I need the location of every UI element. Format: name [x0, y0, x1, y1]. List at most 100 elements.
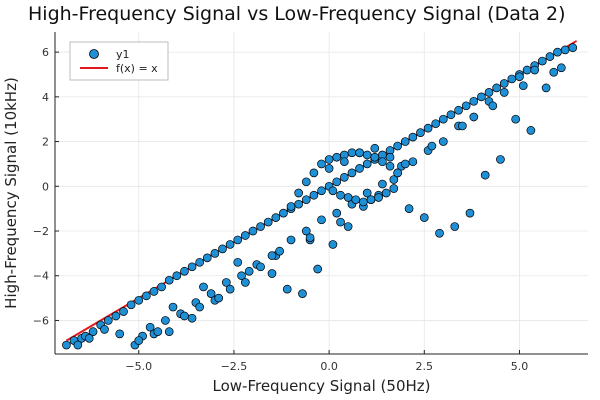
scatter-point: [142, 291, 151, 301]
scatter-point: [218, 244, 227, 254]
scatter-point: [195, 257, 205, 267]
scatter-point: [362, 159, 372, 169]
scatter-point: [336, 190, 345, 200]
scatter-point: [458, 121, 467, 131]
scatter-point: [518, 81, 528, 91]
y-tick-label: −4: [33, 270, 49, 283]
scatter-point: [362, 188, 372, 198]
axes: [54, 32, 588, 355]
scatter-point: [237, 271, 246, 281]
scatter-point: [180, 266, 189, 276]
scatter-point: [199, 282, 208, 292]
legend-box: [69, 41, 169, 81]
scatter-point: [134, 295, 144, 305]
scatter-point: [309, 168, 319, 178]
scatter-point: [84, 333, 94, 343]
scatter-point: [324, 164, 334, 173]
scatter-point: [438, 137, 448, 146]
scatter-point: [515, 72, 524, 82]
scatter-point: [153, 327, 163, 336]
scatter-point: [103, 316, 113, 325]
scatter-point: [294, 188, 304, 198]
scatter-point: [400, 159, 410, 169]
x-tick-label: 5.0: [511, 360, 529, 373]
scatter-point: [378, 157, 387, 167]
scatter-point: [134, 336, 144, 345]
scatter-point: [374, 193, 383, 202]
scatter-point: [115, 329, 125, 339]
scatter-point: [355, 164, 364, 173]
scatter-point: [313, 264, 323, 274]
legend: y1 f(x) = x: [69, 41, 169, 81]
scatter-point: [381, 188, 391, 198]
scatter-point: [149, 287, 159, 296]
scatter-point: [267, 269, 277, 278]
scatter-point: [332, 152, 342, 162]
scatter-point: [305, 233, 315, 243]
scatter-point: [416, 128, 425, 137]
scatter-point: [408, 157, 418, 167]
scatter-point: [88, 327, 98, 336]
scatter-point: [187, 313, 197, 323]
scatter-point: [157, 282, 166, 292]
scatter-point: [469, 112, 479, 122]
scatter-point: [206, 289, 216, 298]
scatter-point: [477, 92, 486, 102]
scatter-point: [282, 284, 292, 294]
scatter-point: [393, 168, 402, 178]
scatter-point: [301, 177, 311, 187]
scatter-point: [454, 105, 463, 115]
scatter-point: [389, 175, 399, 184]
scatter-point: [332, 208, 342, 218]
scatter-point: [427, 141, 437, 151]
scatter-point: [161, 316, 170, 325]
y-tick-label: 2: [42, 136, 49, 149]
x-tick-label: −5.0: [125, 360, 152, 373]
scatter-point: [195, 302, 205, 312]
scatter-point: [244, 266, 254, 276]
scatter-point: [389, 184, 399, 193]
y-axis-title: High-Frequency Signal (10kHz): [2, 77, 20, 309]
scatter-point: [233, 235, 243, 245]
scatter-point: [370, 143, 380, 153]
scatter-point: [541, 83, 551, 93]
scatter-point: [328, 186, 338, 196]
scatter-point: [404, 204, 414, 214]
scatter-point: [496, 155, 505, 164]
scatter-point: [241, 231, 250, 240]
scatter-point: [556, 63, 566, 73]
scatter-point: [347, 148, 357, 158]
x-tick-label: 0.0: [320, 360, 338, 373]
scatter-point: [301, 226, 311, 236]
scatter-point: [214, 293, 224, 303]
scatter-point: [328, 240, 338, 249]
scatter-point: [279, 208, 288, 218]
scatter-point: [263, 217, 273, 227]
scatter-point: [370, 152, 380, 162]
x-tick-label: 2.5: [416, 360, 434, 373]
scatter-point: [164, 275, 174, 285]
scatter-point: [339, 157, 349, 167]
scatter-point: [164, 327, 174, 336]
scatter-point: [111, 311, 121, 321]
scatter-point: [267, 251, 277, 260]
scatter-point: [343, 222, 353, 231]
scatter-point: [332, 177, 342, 187]
scatter-point: [408, 132, 418, 142]
scatter-point: [317, 215, 326, 225]
scatter-point: [499, 79, 509, 88]
scatter-point: [248, 226, 258, 236]
scatter-point: [221, 278, 231, 287]
scatter-point: [499, 88, 509, 97]
scatter-point: [347, 168, 357, 178]
scatter-point: [530, 65, 540, 75]
scatter-point: [484, 88, 494, 97]
y-tick-label: 0: [42, 180, 49, 193]
scatter-point: [431, 119, 441, 129]
x-axis-title: Low-Frequency Signal (50Hz): [213, 377, 431, 395]
scatter-points: [62, 43, 578, 350]
chart-title: High-Frequency Signal vs Low-Frequency S…: [28, 3, 566, 25]
scatter-point: [351, 195, 361, 205]
scatter-point: [126, 300, 136, 310]
